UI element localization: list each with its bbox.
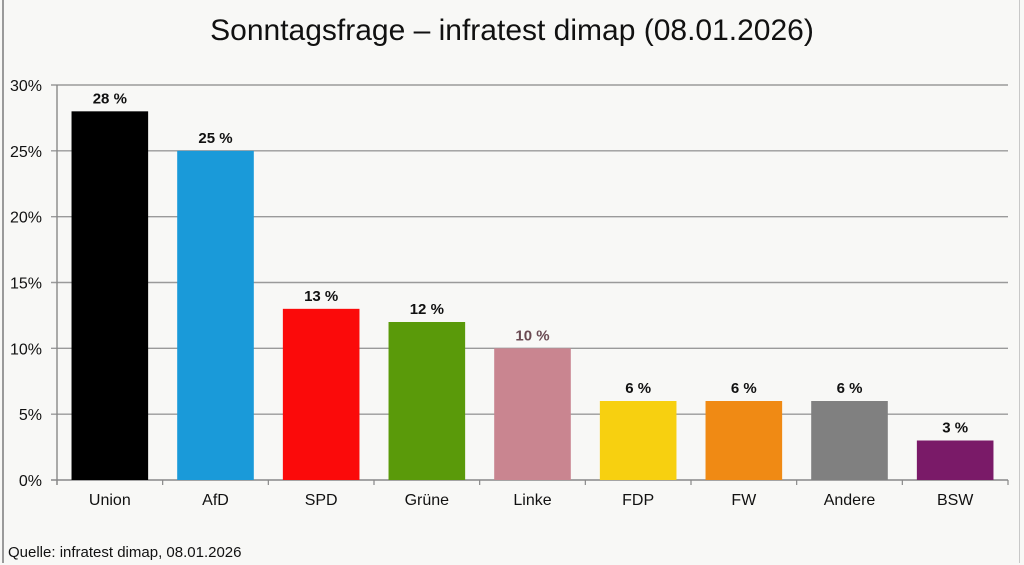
x-tick-label: BSW (937, 492, 974, 509)
bar-andere (811, 401, 888, 480)
y-tick-label: 25% (10, 144, 42, 161)
x-tick-label: Andere (824, 492, 876, 509)
data-label: 6 % (731, 380, 757, 397)
bar-grne (388, 322, 466, 480)
y-tick-label: 15% (10, 276, 42, 293)
data-label: 12 % (410, 301, 444, 318)
x-tick-label: Grüne (405, 492, 450, 509)
y-tick-label: 20% (10, 210, 42, 227)
data-label: 28 % (93, 90, 127, 107)
bar-fdp (599, 401, 677, 480)
bar-afd (177, 150, 254, 481)
x-axis: Union AfD SPD Grüne Linke FDP FW Andere BSW (56, 480, 1009, 509)
x-tick-label: Linke (513, 492, 551, 509)
bar-fw (705, 401, 783, 480)
y-tick-label: 30% (10, 78, 42, 95)
y-axis: 0% 5% 10% 15% 20% 25% 30% (10, 78, 58, 490)
data-label: 10 % (515, 327, 549, 344)
y-tick-label: 5% (19, 407, 42, 424)
data-label: 13 % (304, 288, 338, 305)
bar-spd (282, 308, 360, 480)
x-tick-label: FDP (622, 492, 654, 509)
data-label: 6 % (837, 380, 863, 397)
source-note: Quelle: infratest dimap, 08.01.2026 (8, 544, 242, 561)
bar-linke (494, 348, 571, 480)
bars: 28 % 25 % 13 % 12 % 10 % 6 % 6 % 6 % 3 % (71, 90, 994, 481)
x-tick-label: Union (89, 492, 131, 509)
y-tick-label: 0% (19, 473, 42, 490)
data-label: 6 % (625, 380, 651, 397)
data-label: 3 % (942, 420, 968, 437)
chart-title: Sonntagsfrage – infratest dimap (08.01.2… (210, 14, 814, 47)
bar-union (71, 111, 149, 480)
data-label: 25 % (198, 130, 232, 147)
y-tick-label: 10% (10, 341, 42, 358)
x-tick-label: AfD (202, 492, 229, 509)
bar-bsw (916, 440, 994, 480)
x-tick-label: SPD (305, 492, 338, 509)
x-tick-label: FW (731, 492, 757, 509)
